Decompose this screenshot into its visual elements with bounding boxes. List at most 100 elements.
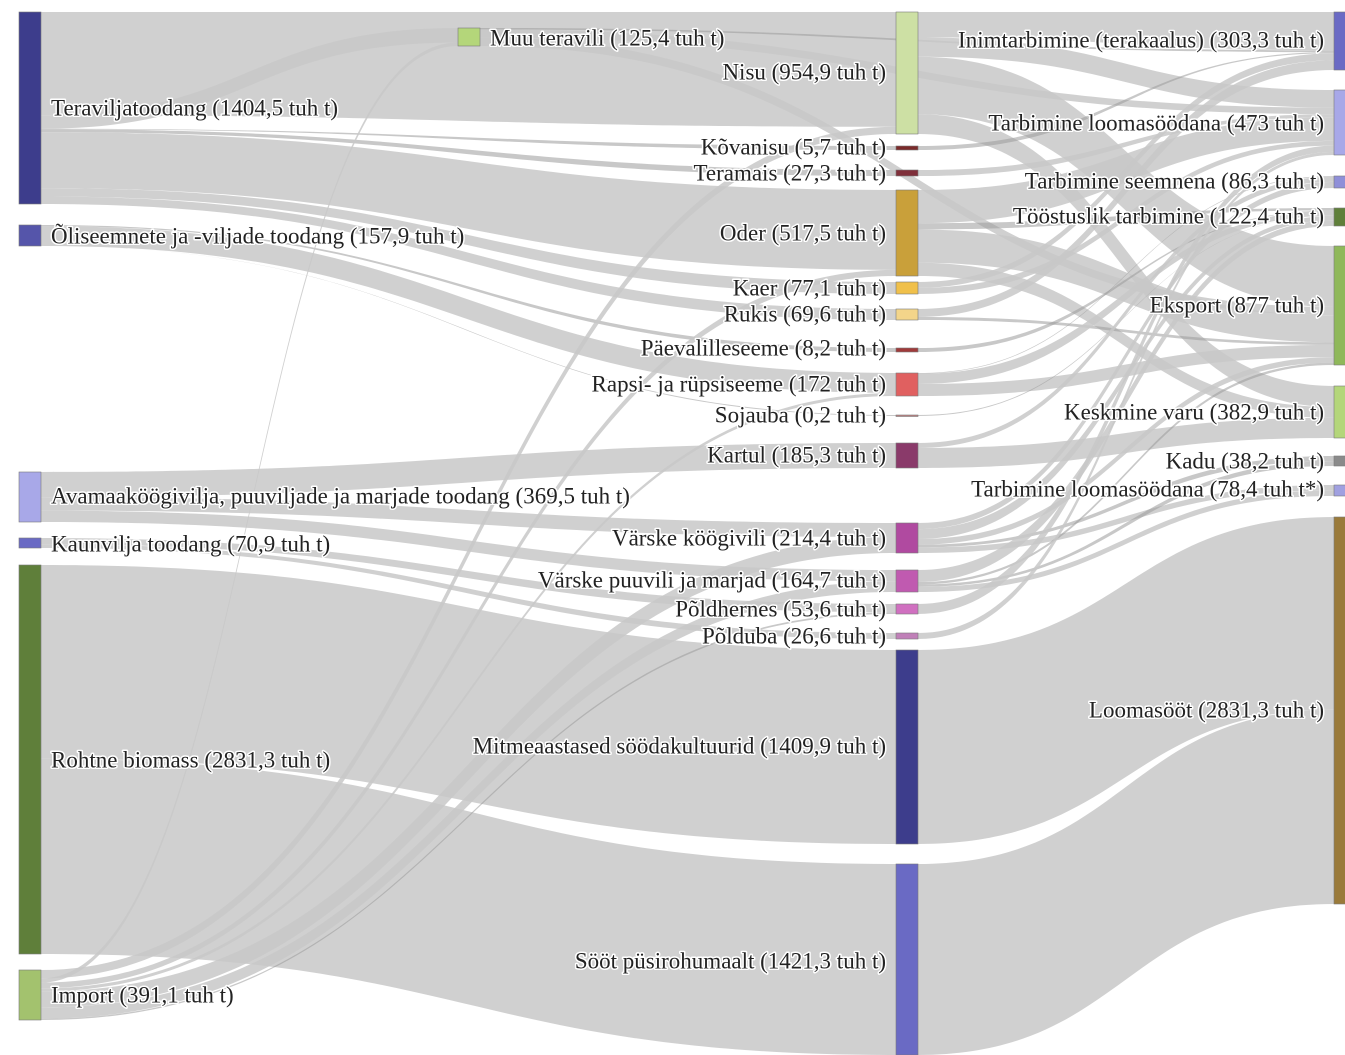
link-rapsi-to-seemnena: [918, 176, 1334, 374]
link-kovanisu-to-inim: [918, 52, 1334, 150]
node-label-teravilja: Teraviljatoodang (1404,5 tuh t): [51, 95, 338, 120]
node-label-kaunvili: Kaunvilja toodang (70,9 tuh t): [51, 531, 330, 556]
node-eksport: [1333, 245, 1345, 366]
link-rukis-to-inim: [918, 60, 1334, 317]
node-label-kovanisu: Kõvanisu (5,7 tuh t): [701, 134, 886, 159]
link-oder-to-varu: [918, 262, 1334, 418]
node-teravilja: [18, 11, 42, 205]
node-kartul: [895, 442, 919, 469]
node-label-loomasoodana: Tarbimine loomasöödana (473 tuh t): [988, 110, 1324, 135]
link-kaer-to-loomasoodana: [918, 140, 1334, 294]
node-label-rukis: Rukis (69,6 tuh t): [724, 301, 886, 326]
link-varske_puu-to-toostus: [918, 220, 1334, 583]
node-mitmeaastased: [895, 649, 919, 845]
link-paevalill-to-toostus: [918, 210, 1334, 352]
node-oliseemned: [18, 224, 42, 247]
node-label-soot_pusi: Sööt püsirohumaalt (1421,3 tuh t): [575, 948, 886, 973]
link-rukis-to-eksport: [918, 316, 1334, 345]
node-label-varske_kook: Värske köögivili (214,4 tuh t): [612, 525, 886, 550]
node-varu: [1333, 385, 1345, 439]
link-import-to-oder: [41, 269, 896, 989]
node-label-oliseemned: Õliseemnete ja -viljade toodang (157,9 t…: [51, 222, 464, 248]
node-poldhernes: [895, 603, 919, 615]
node-teramais: [895, 169, 919, 177]
link-varske_kook-to-kadu: [918, 456, 1334, 548]
link-teramais-to-loomasoodana: [918, 114, 1334, 176]
link-oliseemned-to-rapsi: [41, 226, 896, 393]
link-teravilja-to-rukis: [41, 196, 896, 320]
link-kaer-to-inim: [918, 53, 1334, 288]
node-label-teramais: Teramais (27,3 tuh t): [693, 160, 886, 185]
node-label-sojauba: Sojauba (0,2 tuh t): [715, 402, 886, 427]
node-label-muu_teravili: Muu teravili (125,4 tuh t): [490, 25, 724, 50]
node-inim: [1333, 11, 1345, 71]
link-varske_puu-to-eksport: [918, 362, 1334, 585]
node-paevalill: [895, 347, 919, 353]
node-label-seemnena: Tarbimine seemnena (86,3 tuh t): [1025, 168, 1324, 193]
link-teravilja-to-oder: [41, 132, 896, 270]
node-nisu: [895, 11, 919, 135]
node-loomasoodana: [1333, 89, 1345, 156]
node-kovanisu: [895, 145, 919, 151]
node-kaer: [895, 281, 919, 295]
link-teravilja-to-kaer: [41, 188, 896, 294]
node-loomasoot: [1333, 516, 1345, 905]
node-label-kadu: Kadu (38,2 tuh t): [1166, 448, 1324, 473]
link-kartul-to-varu: [918, 417, 1334, 468]
node-label-avamaa: Avamaaköögivilja, puuviljade ja marjade …: [51, 483, 630, 508]
link-nisu-to-inim: [918, 12, 1334, 51]
link-rapsi-to-toostus: [918, 210, 1334, 384]
link-kaunvili-to-poldhernes: [41, 538, 896, 613]
link-mitmeaastased-to-loomasoot: [918, 517, 1334, 844]
link-soot_pusi-to-loomasoot: [918, 709, 1334, 1055]
node-loomasoodana2: [1333, 484, 1345, 497]
link-varske_puu-to-kadu: [918, 461, 1334, 587]
link-varske_kook-to-seemnena: [918, 181, 1334, 530]
link-kartul-to-seemnena: [918, 176, 1334, 449]
link-oliseemned-to-paevalill: [41, 225, 896, 352]
node-label-toostus: Tööstuslik tarbimine (122,4 tuh t): [1013, 203, 1324, 228]
link-import-to-nisu: [41, 126, 896, 979]
link-sojauba-to-toostus: [918, 215, 1334, 416]
link-teravilja-to-teramais: [41, 129, 896, 176]
node-label-polduba: Põlduba (26,6 tuh t): [702, 623, 886, 648]
node-label-varu: Keskmine varu (382,9 tuh t): [1064, 399, 1324, 424]
link-rapsi-to-eksport: [918, 344, 1334, 396]
link-import-to-muu_teravili: [41, 42, 458, 983]
node-label-loomasoot: Loomasööt (2831,3 tuh t): [1089, 697, 1324, 722]
node-label-rapsi: Rapsi- ja rüpsiseeme (172 tuh t): [592, 371, 886, 396]
node-label-kartul: Kartul (185,3 tuh t): [707, 442, 886, 467]
node-label-poldhernes: Põldhernes (53,6 tuh t): [675, 596, 886, 621]
link-varske_kook-to-loomasoodana2: [918, 485, 1334, 553]
link-kaunvili-to-polduba: [41, 544, 896, 639]
node-muu_teravili: [457, 27, 481, 47]
link-import-to-rapsi: [41, 392, 896, 992]
link-varske_kook-to-eksport: [918, 357, 1334, 545]
node-varske_puu: [895, 569, 919, 593]
node-rohtne: [18, 564, 42, 955]
link-teravilja-to-muu_teravili: [41, 28, 458, 129]
node-avamaa: [18, 471, 42, 523]
node-label-inim: Inimtarbimine (terakaalus) (303,3 tuh t): [958, 27, 1324, 52]
node-label-varske_puu: Värske puuvili ja marjad (164,7 tuh t): [538, 567, 886, 592]
link-oder-to-eksport: [918, 229, 1334, 343]
node-label-import: Import (391,1 tuh t): [51, 982, 234, 1007]
link-polduba-to-loomasoodana: [918, 151, 1334, 639]
node-varske_kook: [895, 522, 919, 554]
node-import: [18, 969, 42, 1021]
link-import-to-varske_kook: [41, 536, 896, 1008]
link-varske_puu-to-loomasoodana2: [918, 490, 1334, 592]
node-soot_pusi: [895, 863, 919, 1055]
sankey-nodes: [18, 11, 1345, 1055]
node-kadu: [1333, 455, 1345, 467]
node-label-nisu: Nisu (954,9 tuh t): [722, 59, 886, 84]
node-label-loomasoodana2: Tarbimine loomasöödana (78,4 tuh t*): [971, 476, 1324, 501]
link-oliseemned-to-sojauba: [41, 245, 896, 416]
link-import-to-varske_puu: [41, 581, 896, 1019]
link-rohtne-to-soot_pusi: [41, 758, 896, 1055]
node-seemnena: [1333, 175, 1345, 189]
node-kaunvili: [18, 537, 42, 549]
node-label-rohtne: Rohtne biomass (2831,3 tuh t): [51, 747, 330, 772]
node-polduba: [895, 632, 919, 640]
